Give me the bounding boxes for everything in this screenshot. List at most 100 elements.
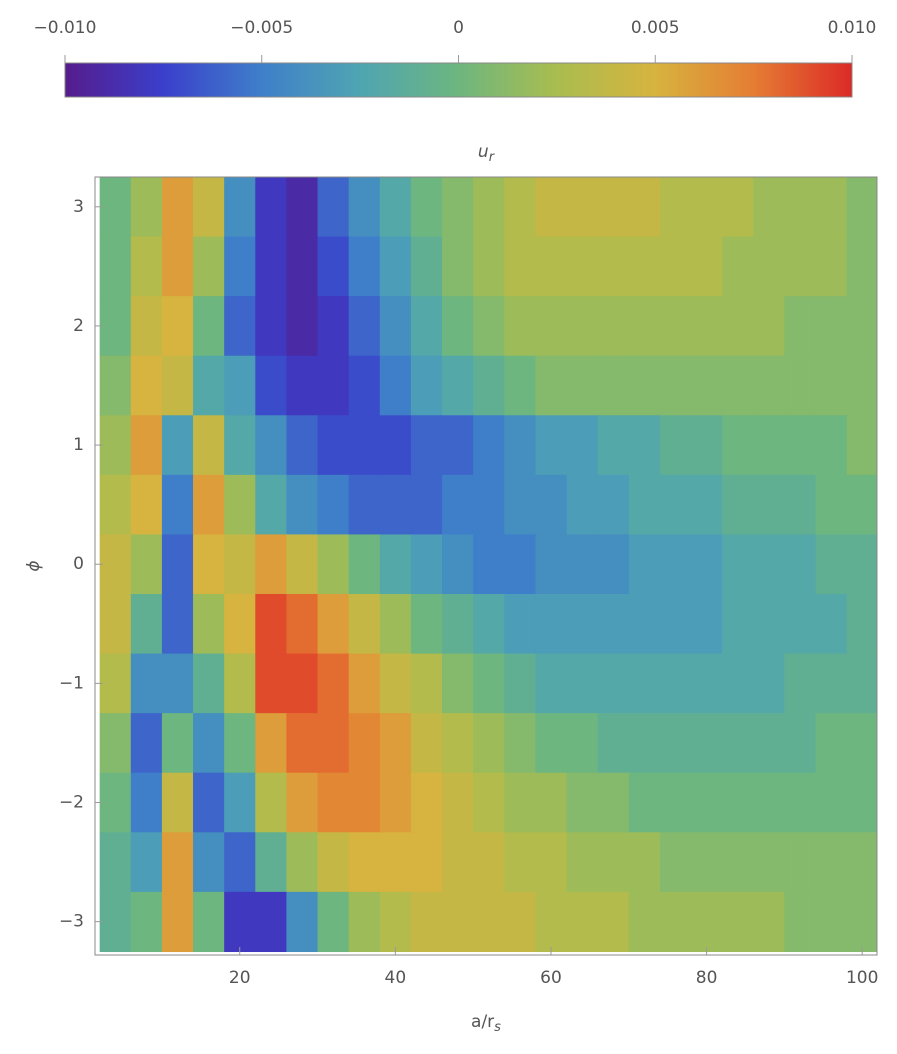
heatmap-cell [317,653,350,714]
heatmap-cell [224,355,256,416]
heatmap-cell [317,355,350,416]
heatmap-cell [628,474,661,536]
heatmap-cell [566,891,599,953]
heatmap-cell [753,415,786,476]
heatmap-cell [846,832,877,893]
heatmap-cell [255,713,288,774]
heatmap-cell [379,415,412,476]
x-tick-label: 40 [385,968,407,988]
heatmap-cell [846,772,877,833]
heatmap-cell [691,296,723,357]
heatmap-cell [784,713,817,774]
heatmap-cell [659,653,692,714]
heatmap-cell [130,891,163,953]
heatmap-cell [504,236,537,297]
heatmap-cell [504,177,537,238]
heatmap-cell [815,236,848,297]
heatmap-cell [504,772,537,833]
heatmap-cell [193,177,225,238]
heatmap-cell [161,534,194,595]
heatmap-cell [473,653,505,714]
heatmap-cell [815,713,848,774]
heatmap-cell [286,296,319,357]
heatmap-cell [504,713,537,774]
heatmap-cell [566,772,599,833]
heatmap-cell [722,534,754,595]
colorbar-tick-label: −0.010 [34,18,97,38]
heatmap-cell [130,713,163,774]
heatmap-cell [99,296,132,357]
heatmap-cell [628,355,661,416]
heatmap-cell [161,236,194,297]
heatmap-cell [442,832,474,893]
heatmap-cell [193,832,225,893]
heatmap-cell [99,177,132,238]
heatmap-cell [753,177,786,238]
heatmap-cell [255,653,288,714]
heatmap-cell [130,236,163,297]
heatmap-cell [317,593,350,655]
heatmap-cell [286,534,319,595]
heatmap-cell [628,236,661,297]
heatmap-cell [99,474,132,536]
heatmap-cell [659,593,692,655]
heatmap-cell [722,415,754,476]
heatmap-cell [691,772,723,833]
heatmap-cell [691,236,723,297]
heatmap-cell [379,713,412,774]
heatmap-cell [691,534,723,595]
heatmap-cell [224,177,256,238]
heatmap-cell [659,177,692,238]
heatmap [99,177,877,953]
heatmap-cell [99,593,132,655]
heatmap-cell [348,177,381,238]
heatmap-cell [442,474,474,536]
heatmap-cell [255,355,288,416]
heatmap-cell [504,296,537,357]
heatmap-cell [286,713,319,774]
colorbar-tick-label: 0.010 [828,18,877,38]
heatmap-cell [815,474,848,536]
heatmap-cell [348,474,381,536]
heatmap-cell [753,534,786,595]
heatmap-cell [628,177,661,238]
heatmap-cell [535,653,568,714]
title-base: u [478,142,489,162]
heatmap-cell [473,534,505,595]
heatmap-cell [317,832,350,893]
x-axis-label: a/rs [471,1012,501,1035]
heatmap-cell [597,415,630,476]
heatmap-cell [99,832,132,893]
heatmap-cell [442,772,474,833]
heatmap-cell [99,772,132,833]
heatmap-cell [130,832,163,893]
heatmap-cell [722,653,754,714]
heatmap-cell [784,296,817,357]
heatmap-cell [846,415,877,476]
heatmap-cell [473,772,505,833]
heatmap-cell [410,355,443,416]
heatmap-cell [628,653,661,714]
heatmap-cell [597,713,630,774]
heatmap-cell [535,832,568,893]
heatmap-cell [410,713,443,774]
heatmap-cell [597,832,630,893]
heatmap-cell [255,772,288,833]
heatmap-cell [535,772,568,833]
heatmap-cell [753,296,786,357]
heatmap-cell [130,296,163,357]
heatmap-cell [846,713,877,774]
heatmap-cell [473,415,505,476]
heatmap-cell [410,653,443,714]
heatmap-cell [815,534,848,595]
heatmap-cell [193,593,225,655]
heatmap-cell [193,891,225,953]
heatmap-cell [504,832,537,893]
heatmap-cell [317,474,350,536]
heatmap-cell [846,891,877,953]
heatmap-cell [473,713,505,774]
heatmap-cell [753,891,786,953]
chart-title: ur [478,142,496,165]
heatmap-cell [442,593,474,655]
heatmap-cell [161,355,194,416]
